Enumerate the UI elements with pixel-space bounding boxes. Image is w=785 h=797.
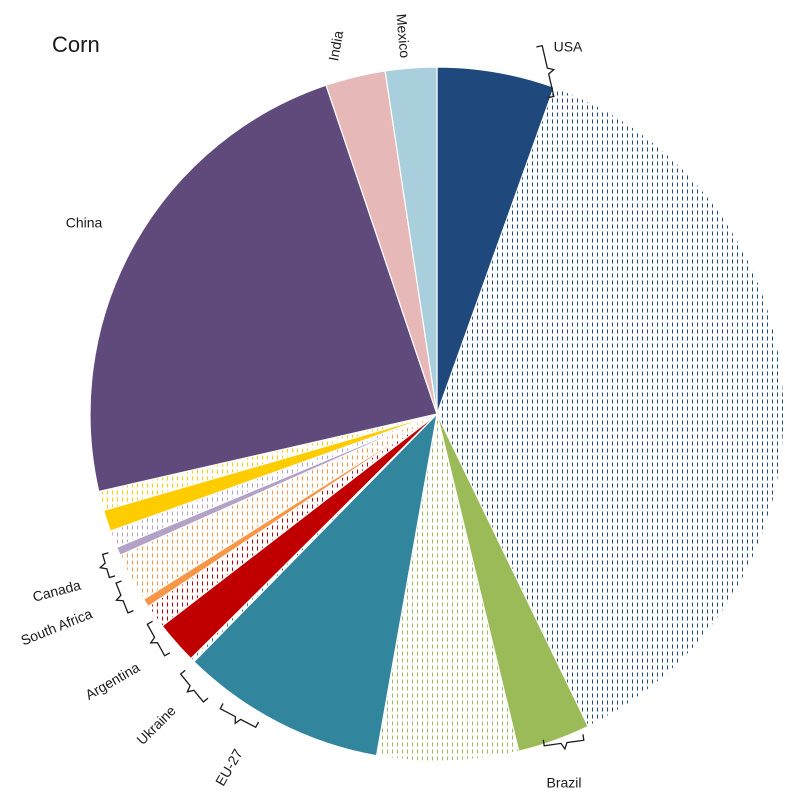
chart-title: Corn (52, 32, 100, 57)
pie-slice-china-solid (89, 84, 438, 493)
slice-label-argentina: Argentina (82, 659, 142, 703)
leader-bracket-brazil (542, 734, 585, 751)
leader-bracket-south-africa (115, 580, 134, 614)
slice-label-eu-27: EU-27 (212, 746, 246, 789)
pie-slice-brazil-hatched (375, 413, 520, 762)
leader-bracket-canada (98, 552, 116, 579)
slice-label-mexico: Mexico (393, 13, 413, 59)
slice-label-brazil: Brazil (546, 775, 581, 791)
slice-label-china: China (66, 215, 103, 231)
leader-lines-layer (98, 44, 585, 751)
slices-layer (89, 66, 785, 762)
leader-bracket-eu-27 (219, 703, 260, 729)
slice-label-india: India (325, 29, 346, 62)
leader-bracket-ukraine (179, 669, 209, 703)
pie-slice-usa-hatched (436, 86, 785, 728)
leader-bracket-argentina (146, 620, 171, 657)
slice-label-ukraine: Ukraine (133, 702, 179, 748)
slice-label-canada: Canada (31, 577, 83, 605)
slice-label-usa: USA (554, 39, 583, 55)
pie-slice-mexico-solid (384, 66, 438, 415)
slice-label-south-africa: South Africa (19, 605, 95, 648)
pie-slice-eu-27-solid (193, 412, 438, 757)
leader-bracket-usa (536, 44, 556, 99)
